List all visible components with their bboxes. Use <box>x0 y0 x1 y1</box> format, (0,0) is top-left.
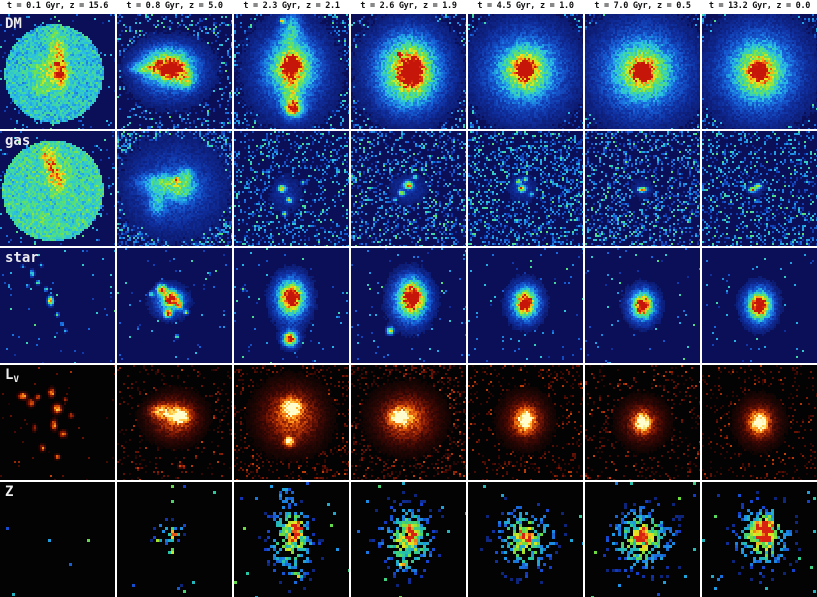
panel-gas-col7 <box>702 131 817 246</box>
panel-canvas-lv-7 <box>702 365 817 480</box>
panel-canvas-gas-5 <box>468 131 583 246</box>
panel-lv-col1 <box>0 365 115 480</box>
panel-lv-col6 <box>585 365 700 480</box>
panel-canvas-z-3 <box>234 482 349 597</box>
panel-canvas-z-1 <box>0 482 115 597</box>
panel-canvas-gas-1 <box>0 131 115 246</box>
panel-z-col5 <box>468 482 583 597</box>
column-header-7: t = 13.2 Gyr, z = 0.0 <box>708 1 811 11</box>
panel-canvas-dm-3 <box>234 14 349 129</box>
panel-z-col1 <box>0 482 115 597</box>
panel-lv-col3 <box>234 365 349 480</box>
panel-canvas-dm-7 <box>702 14 817 129</box>
panel-dm-col1 <box>0 14 115 129</box>
panel-canvas-dm-1 <box>0 14 115 129</box>
column-header-1: t = 0.1 Gyr, z = 15.6 <box>6 1 109 11</box>
panel-canvas-lv-3 <box>234 365 349 480</box>
panel-canvas-gas-2 <box>117 131 232 246</box>
panel-lv-col4 <box>351 365 466 480</box>
panel-canvas-gas-3 <box>234 131 349 246</box>
panel-star-col2 <box>117 248 232 363</box>
panel-gas-col2 <box>117 131 232 246</box>
panel-dm-col2 <box>117 14 232 129</box>
panel-canvas-star-3 <box>234 248 349 363</box>
panel-canvas-dm-5 <box>468 14 583 129</box>
panel-canvas-dm-6 <box>585 14 700 129</box>
panel-gas-col3 <box>234 131 349 246</box>
panel-canvas-lv-4 <box>351 365 466 480</box>
panel-canvas-gas-7 <box>702 131 817 246</box>
panel-star-col6 <box>585 248 700 363</box>
panel-canvas-lv-1 <box>0 365 115 480</box>
panel-dm-col4 <box>351 14 466 129</box>
panel-z-col3 <box>234 482 349 597</box>
panel-z-col2 <box>117 482 232 597</box>
panel-row-lv: LV <box>0 365 817 480</box>
panel-canvas-dm-2 <box>117 14 232 129</box>
panel-canvas-z-7 <box>702 482 817 597</box>
panel-canvas-star-5 <box>468 248 583 363</box>
panel-gas-col5 <box>468 131 583 246</box>
column-header-4: t = 2.6 Gyr, z = 1.9 <box>360 1 457 11</box>
column-headers: t = 0.1 Gyr, z = 15.6 t = 0.8 Gyr, z = 5… <box>0 0 817 14</box>
panel-lv-col2 <box>117 365 232 480</box>
panel-canvas-z-6 <box>585 482 700 597</box>
panel-star-col1 <box>0 248 115 363</box>
panel-canvas-star-6 <box>585 248 700 363</box>
panel-canvas-star-4 <box>351 248 466 363</box>
column-header-2: t = 0.8 Gyr, z = 5.0 <box>126 1 223 11</box>
panel-gas-col6 <box>585 131 700 246</box>
panel-canvas-dm-4 <box>351 14 466 129</box>
panel-z-col6 <box>585 482 700 597</box>
panel-star-col3 <box>234 248 349 363</box>
panel-gas-col1 <box>0 131 115 246</box>
panel-lv-col5 <box>468 365 583 480</box>
panel-lv-col7 <box>702 365 817 480</box>
panel-z-col7 <box>702 482 817 597</box>
panel-canvas-gas-4 <box>351 131 466 246</box>
panel-star-col7 <box>702 248 817 363</box>
panel-row-z: Z <box>0 482 817 597</box>
panel-canvas-star-1 <box>0 248 115 363</box>
panel-dm-col3 <box>234 14 349 129</box>
panel-canvas-gas-6 <box>585 131 700 246</box>
panel-z-col4 <box>351 482 466 597</box>
panel-star-col5 <box>468 248 583 363</box>
panel-row-dm: DM <box>0 14 817 129</box>
panel-canvas-lv-5 <box>468 365 583 480</box>
panel-canvas-star-2 <box>117 248 232 363</box>
panel-canvas-z-5 <box>468 482 583 597</box>
panel-gas-col4 <box>351 131 466 246</box>
panel-canvas-z-4 <box>351 482 466 597</box>
panel-star-col4 <box>351 248 466 363</box>
column-header-5: t = 4.5 Gyr, z = 1.0 <box>477 1 574 11</box>
panel-row-gas: gas <box>0 131 817 246</box>
column-header-3: t = 2.3 Gyr, z = 2.1 <box>243 1 340 11</box>
panel-canvas-star-7 <box>702 248 817 363</box>
panel-canvas-lv-2 <box>117 365 232 480</box>
panel-row-star: star <box>0 248 817 363</box>
column-header-6: t = 7.0 Gyr, z = 0.5 <box>594 1 691 11</box>
panel-grid: DM gas star LV Z <box>0 14 817 597</box>
panel-canvas-lv-6 <box>585 365 700 480</box>
panel-dm-col7 <box>702 14 817 129</box>
panel-dm-col5 <box>468 14 583 129</box>
panel-canvas-z-2 <box>117 482 232 597</box>
panel-dm-col6 <box>585 14 700 129</box>
